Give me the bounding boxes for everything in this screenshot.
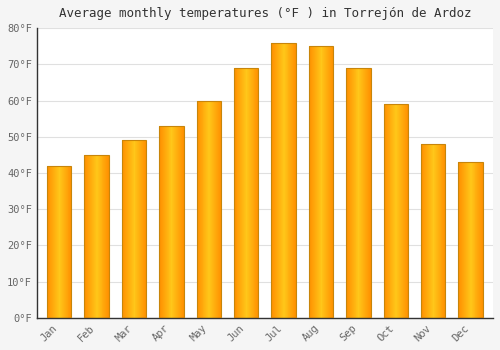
Bar: [309, 46, 333, 318]
Bar: [122, 140, 146, 318]
Bar: [458, 162, 483, 318]
Bar: [196, 100, 221, 318]
Bar: [384, 104, 408, 318]
Title: Average monthly temperatures (°F ) in Torrejón de Ardoz: Average monthly temperatures (°F ) in To…: [58, 7, 471, 20]
Bar: [160, 126, 184, 318]
Bar: [234, 68, 258, 318]
Bar: [421, 144, 446, 318]
Bar: [84, 155, 109, 318]
Bar: [346, 68, 370, 318]
Bar: [272, 43, 296, 318]
Bar: [47, 166, 72, 318]
